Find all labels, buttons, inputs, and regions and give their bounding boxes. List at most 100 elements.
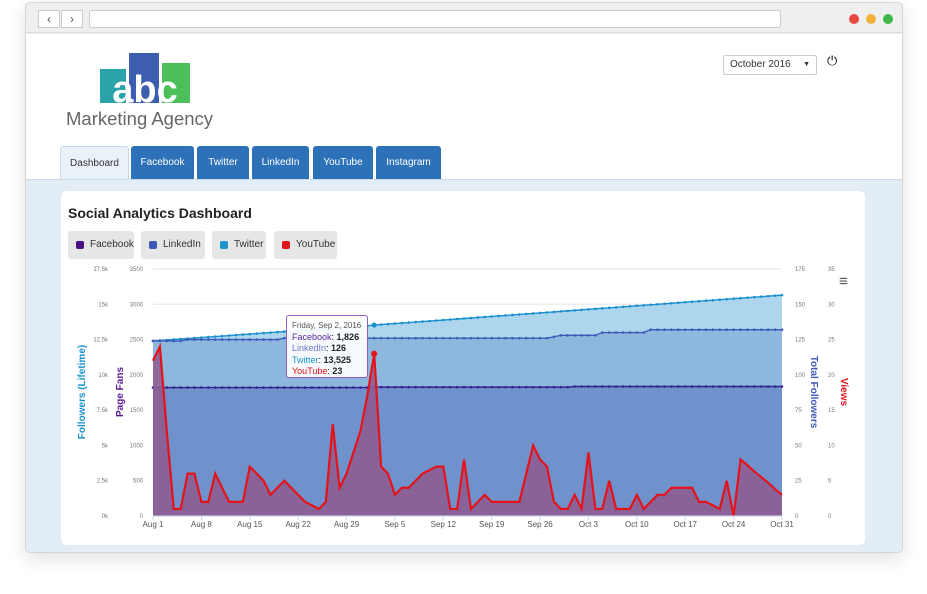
tab-twitter[interactable]: Twitter	[197, 146, 249, 179]
facebook-point	[289, 386, 293, 389]
chart-menu-icon[interactable]: ≡	[839, 273, 848, 290]
twitter-point	[538, 311, 542, 315]
back-button[interactable]: ‹	[38, 10, 60, 28]
facebook-point	[614, 385, 618, 388]
axis-tick-label: 2500	[130, 338, 144, 344]
facebook-point	[497, 385, 500, 389]
minimize-window-icon[interactable]	[866, 14, 876, 24]
twitter-point	[442, 318, 445, 322]
facebook-point	[538, 385, 542, 389]
month-select-value: October 2016	[730, 59, 791, 70]
twitter-point	[476, 316, 480, 319]
axis-tick-label: 17.5k	[93, 267, 109, 273]
maximize-window-icon[interactable]	[883, 14, 893, 24]
linkedin-point	[269, 338, 272, 341]
facebook-point	[635, 385, 639, 388]
close-window-icon[interactable]	[849, 14, 859, 24]
facebook-point	[524, 385, 528, 389]
twitter-point	[739, 296, 742, 300]
facebook-point	[504, 385, 507, 389]
axis-tick-label: 50	[795, 443, 802, 449]
twitter-point	[504, 314, 507, 317]
axis-tick-label: 500	[133, 479, 144, 485]
linkedin-point	[435, 336, 438, 340]
twitter-point	[248, 332, 252, 336]
facebook-point	[435, 385, 438, 389]
linkedin-point	[490, 336, 493, 340]
linkedin-point	[545, 336, 549, 340]
twitter-point	[421, 320, 424, 323]
twitter-point	[213, 335, 217, 338]
twitter-point	[511, 313, 514, 317]
logo: abc Marketing Agency	[66, 53, 214, 129]
x-tick-label: Sep 19	[479, 520, 505, 529]
x-tick-label: Oct 3	[579, 520, 599, 529]
facebook-point	[642, 385, 646, 388]
twitter-point	[255, 332, 258, 335]
x-tick-label: Oct 10	[625, 520, 649, 529]
axis-tick-label: 0	[140, 514, 144, 520]
facebook-point	[518, 385, 521, 389]
axis-tick-label: 0	[828, 514, 832, 520]
tab-instagram[interactable]: Instagram	[376, 146, 441, 179]
twitter-point	[704, 299, 708, 303]
tab-facebook[interactable]: Facebook	[131, 146, 194, 179]
legend-youtube[interactable]: YouTube	[274, 231, 337, 259]
power-icon[interactable]: ⏻	[827, 53, 838, 68]
linkedin-point	[414, 336, 417, 340]
facebook-point	[442, 385, 445, 389]
axis-tick-label: 1000	[130, 443, 144, 449]
axis-tick-label: 15k	[98, 302, 109, 308]
facebook-point	[780, 385, 784, 388]
tooltip-label: Twitter	[292, 354, 319, 365]
x-tick-label: Aug 8	[191, 520, 212, 529]
twitter-point	[683, 300, 687, 304]
linkedin-point	[213, 338, 217, 341]
linkedin-point	[552, 335, 556, 339]
facebook-point	[545, 385, 549, 389]
month-select[interactable]: October 2016 ▼	[723, 55, 817, 75]
tab-youtube[interactable]: YouTube	[313, 146, 373, 179]
linkedin-point	[538, 336, 542, 340]
linkedin-point	[663, 328, 666, 331]
facebook-point	[255, 386, 258, 389]
facebook-point	[725, 385, 729, 388]
twitter-point	[179, 337, 182, 341]
twitter-point	[600, 307, 604, 310]
tab-dashboard[interactable]: Dashboard	[60, 146, 129, 179]
axis-tick-label: 25	[795, 479, 802, 485]
facebook-point	[531, 385, 535, 389]
legend-facebook[interactable]: Facebook	[68, 231, 134, 259]
linkedin-point	[773, 328, 777, 331]
twitter-point	[649, 303, 652, 307]
linkedin-point	[186, 338, 189, 341]
address-bar[interactable]	[89, 10, 781, 28]
linkedin-point	[594, 334, 597, 337]
twitter-point	[670, 301, 673, 305]
chevron-down-icon: ▼	[803, 61, 810, 68]
axis-title: Page Fans	[115, 367, 126, 417]
twitter-point	[497, 314, 500, 318]
facebook-point	[594, 385, 597, 388]
twitter-point	[483, 315, 487, 319]
twitter-swatch	[220, 241, 228, 249]
linkedin-point	[732, 328, 735, 331]
facebook-point	[165, 386, 169, 389]
legend-twitter[interactable]: Twitter	[212, 231, 266, 259]
axis-tick-label: 30	[828, 302, 835, 308]
facebook-point	[600, 385, 604, 388]
facebook-point	[607, 385, 611, 388]
forward-button[interactable]: ›	[61, 10, 83, 28]
youtube-hover-point	[371, 350, 378, 357]
axis-tick-label: 150	[795, 302, 806, 308]
linkedin-point	[559, 334, 563, 337]
x-tick-label: Oct 24	[722, 520, 746, 529]
youtube-swatch	[282, 241, 290, 249]
legend-linkedin[interactable]: LinkedIn	[141, 231, 205, 259]
axis-tick-label: 0k	[102, 514, 109, 520]
tab-linkedin[interactable]: LinkedIn	[252, 146, 309, 179]
linkedin-point	[393, 336, 397, 340]
facebook-point	[490, 385, 493, 389]
facebook-point	[421, 385, 424, 389]
facebook-swatch	[76, 241, 84, 249]
